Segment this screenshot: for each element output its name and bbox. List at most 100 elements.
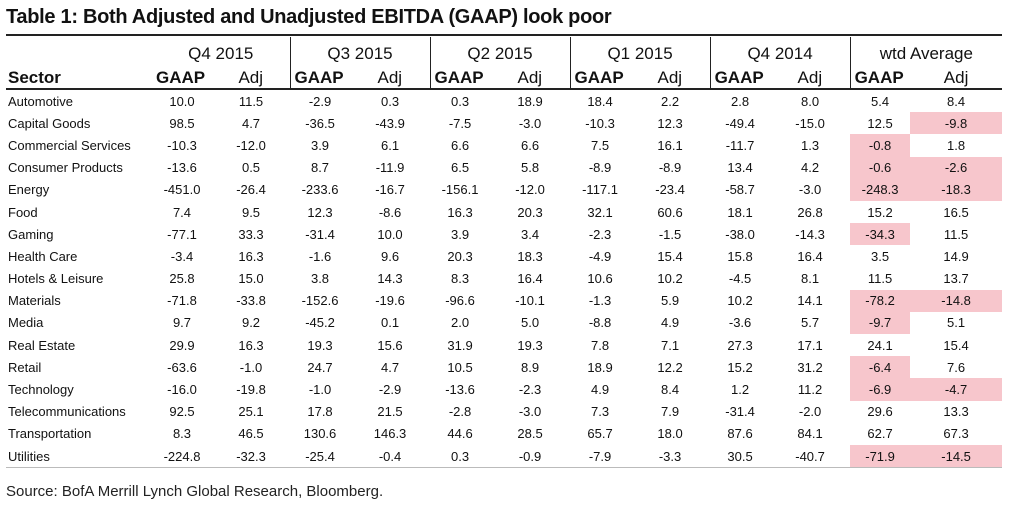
value-cell: -13.6: [167, 160, 197, 176]
value-cell: 18.3: [517, 248, 543, 264]
value-cell: 65.7: [587, 426, 613, 442]
value-cell: 16.3: [238, 248, 264, 264]
value-cell: 2.8: [731, 93, 750, 109]
table-row: Technology -16.0 -19.8 -1.0 -2.9 -13.6 -2.3 4.9…: [6, 378, 1003, 401]
value-cell: 18.9: [517, 93, 543, 109]
table-row: Real Estate 29.9 16.3 19.3 15.6 31.9 19.3 7.8 7.…: [6, 334, 1002, 356]
adj-header: Adj: [910, 64, 1003, 90]
value-cell: 12.2: [657, 359, 683, 375]
value-cell: 4.7: [241, 115, 261, 131]
value-cell: 7.4: [172, 204, 192, 220]
value-cell: 15.4: [943, 337, 969, 353]
value-cell: -31.4: [725, 404, 755, 420]
value-cell: 11.5: [943, 226, 969, 242]
value-cell: -1.5: [658, 226, 682, 242]
value-cell: 33.3: [238, 226, 264, 242]
value-cell: -23.4: [655, 182, 685, 198]
value-cell: -0.4: [350, 445, 431, 469]
value-cell: 3.5: [871, 248, 890, 264]
sector-cell: Media: [8, 315, 44, 331]
value-cell: -10.3: [167, 137, 197, 153]
sector-cell: Transportation: [8, 426, 92, 442]
value-cell: 18.0: [657, 426, 683, 442]
period-header: Q1 2015: [569, 37, 711, 64]
value-cell: -43.9: [375, 115, 405, 131]
table-row: Automotive 10.0 11.5 -2.9 0.3 0.3 18.9 18.4 2.2 2…: [6, 89, 1002, 112]
value-cell: 26.8: [797, 204, 823, 220]
sector-cell: Materials: [8, 293, 61, 309]
value-cell: 2.2: [661, 93, 680, 109]
value-cell: 29.9: [169, 337, 195, 353]
value-cell: -31.4: [305, 226, 335, 242]
value-cell: -2.9: [308, 93, 332, 109]
value-cell: 7.9: [661, 404, 680, 420]
value-cell: 8.7: [310, 160, 330, 176]
value-cell: 25.1: [238, 404, 264, 420]
value-cell: 16.4: [517, 271, 543, 287]
value-cell: 29.6: [867, 404, 893, 420]
value-cell: -58.7: [725, 182, 755, 198]
value-cell: -117.1: [582, 182, 618, 198]
value-cell: 12.3: [657, 115, 683, 131]
value-cell: 28.5: [517, 426, 543, 442]
sector-cell: Automotive: [8, 93, 74, 109]
period-header: Q3 2015: [289, 37, 431, 64]
gaap-header: GAAP: [152, 64, 212, 90]
value-cell: -14.8: [910, 289, 1003, 312]
sector-header: Sector: [6, 64, 152, 90]
table-row: Consumer Products -13.6 0.5 8.7 -11.9 6.5 5.8 -…: [6, 156, 1003, 179]
value-cell: -248.3: [850, 178, 911, 201]
value-cell: 31.2: [797, 359, 823, 375]
value-cell: 8.0: [801, 93, 820, 109]
value-cell: 11.2: [797, 382, 823, 398]
value-cell: -13.6: [445, 382, 475, 398]
value-cell: 3.8: [310, 271, 330, 287]
table-row: Utilities -224.8 -32.3 -25.4 -0.4 0.3 -0.9 -7.9…: [6, 445, 1003, 469]
value-cell: 30.5: [710, 445, 771, 469]
value-cell: 7.6: [947, 359, 966, 375]
gaap-header: GAAP: [569, 64, 631, 90]
value-cell: 10.2: [657, 271, 683, 287]
value-cell: -11.9: [375, 160, 405, 176]
value-cell: -2.3: [588, 226, 612, 242]
value-cell: -19.8: [236, 382, 266, 398]
table-row: Commercial Services -10.3 -12.0 3.9 6.1 6.6 6.…: [6, 134, 1002, 157]
value-cell: -19.6: [375, 293, 405, 309]
value-cell: 16.3: [447, 204, 473, 220]
value-cell: 17.1: [797, 337, 823, 353]
sector-cell: Gaming: [8, 226, 54, 242]
sector-cell: Consumer Products: [8, 160, 123, 176]
table-row: Retail -63.6 -1.0 24.7 4.7 10.5 8.9 18.9 12.2 15.…: [6, 356, 1002, 379]
table-row: Telecommunications 92.5 25.1 17.8 21.5 -2.8 -3…: [6, 401, 1002, 423]
value-cell: -224.8: [152, 445, 212, 469]
sector-cell: Telecommunications: [8, 404, 126, 420]
value-cell: 5.7: [801, 315, 820, 331]
value-cell: 13.3: [943, 404, 969, 420]
value-cell: -38.0: [725, 226, 755, 242]
period-header-row: Q4 2015 Q3 2015 Q2 2015 Q1 2015 Q4 2014 …: [6, 37, 1003, 64]
value-cell: 8.1: [801, 271, 820, 287]
value-cell: 15.6: [377, 337, 403, 353]
table-row: Gaming -77.1 33.3 -31.4 10.0 3.9 3.4 -2.3 -1.5 -3…: [6, 223, 1002, 246]
value-cell: 16.4: [797, 248, 823, 264]
value-cell: -11.7: [725, 137, 755, 153]
value-cell: 18.1: [727, 204, 753, 220]
value-cell: -77.1: [167, 226, 197, 242]
sector-cell: Energy: [8, 182, 50, 198]
table-row: Health Care -3.4 16.3 -1.6 9.6 20.3 18.3 -4.9 15…: [6, 245, 1002, 267]
value-cell: 7.5: [591, 137, 610, 153]
sector-cell: Health Care: [8, 248, 78, 264]
value-cell: -9.7: [850, 311, 911, 335]
value-cell: 146.3: [373, 426, 407, 442]
source-note: Source: BofA Merrill Lynch Global Resear…: [6, 483, 384, 500]
value-cell: 6.6: [521, 137, 540, 153]
value-cell: 46.5: [238, 426, 264, 442]
value-cell: 18.9: [587, 359, 613, 375]
value-cell: 0.1: [380, 315, 400, 331]
table-row: Food 7.4 9.5 12.3 -8.6 16.3 20.3 32.1 60.6 18.1 26…: [6, 201, 1002, 223]
value-cell: 15.2: [867, 204, 893, 220]
value-cell: 60.6: [657, 204, 683, 220]
value-cell: 5.9: [661, 293, 680, 309]
value-cell: -9.8: [910, 112, 1003, 135]
value-cell: 27.3: [727, 337, 753, 353]
